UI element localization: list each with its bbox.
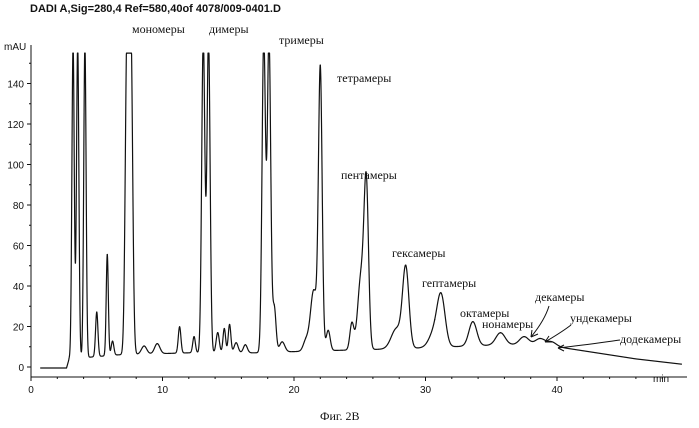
peak-4	[107, 254, 108, 255]
peak-11	[193, 336, 194, 337]
annotation-dimers: димеры	[209, 22, 249, 36]
annotation-dodecamers: додекамеры	[620, 332, 681, 346]
peak-21	[274, 304, 275, 305]
peak-24	[313, 289, 314, 290]
chart-axes	[31, 45, 687, 377]
y-tick-label: 60	[13, 242, 25, 253]
peak-19	[263, 53, 264, 54]
chart-header: DADI A,Sig=280,4 Ref=580,40of 4078/009-0…	[30, 3, 281, 15]
peak-28	[360, 266, 361, 267]
x-tick-label: 30	[420, 385, 432, 396]
peak-30	[396, 327, 397, 328]
peak-37	[539, 338, 540, 339]
peak-17	[236, 342, 237, 343]
peak-25	[320, 65, 321, 66]
peak-15	[224, 328, 225, 329]
peak-1	[77, 53, 78, 54]
peak-18	[245, 344, 246, 345]
peak-12	[203, 53, 204, 54]
x-axis-label: min	[653, 374, 669, 385]
arrow-decamers	[531, 306, 549, 337]
annotation-hexamers: гексамеры	[392, 246, 445, 260]
annotation-decamers: декамеры	[535, 290, 584, 304]
y-tick-label: 40	[13, 282, 25, 293]
y-tick-label: 100	[7, 161, 24, 172]
annotation-nonamers: нонамеры	[482, 317, 533, 331]
peak-22	[282, 341, 283, 342]
peak-3	[96, 311, 97, 312]
peak-26	[328, 330, 329, 331]
peak-32	[434, 319, 435, 320]
peak-35	[500, 332, 501, 333]
peak-annotations: мономеры димеры тримеры тетрамеры пентам…	[132, 22, 681, 346]
peak-20	[268, 53, 269, 54]
peak-6	[126, 53, 127, 54]
peak-8	[143, 345, 144, 346]
x-tick-label: 20	[288, 385, 300, 396]
y-tick-label: 120	[7, 120, 24, 131]
y-tick-label: 140	[7, 80, 24, 91]
peak-31	[405, 265, 406, 266]
peak-13	[208, 53, 209, 54]
y-tick-label: 0	[18, 363, 24, 374]
peak-27	[351, 322, 352, 323]
peak-33	[441, 293, 442, 294]
annotation-undecamers: ундекамеры	[570, 311, 632, 325]
x-axis-ticks: 0 10 20 30 40	[28, 377, 662, 396]
peak-5	[112, 341, 113, 342]
peak-7	[130, 53, 131, 54]
peak-36	[524, 336, 525, 337]
annotation-pentamers: пентамеры	[341, 168, 397, 182]
y-axis-ticks: 0 20 40 60 80 100 120 140	[7, 63, 31, 374]
annotation-tetramers: тетрамеры	[337, 71, 391, 85]
y-axis-label: mAU	[4, 42, 26, 53]
annotation-heptamers: гептамеры	[422, 276, 476, 290]
annotation-trimers: тримеры	[279, 33, 324, 47]
peak-16	[229, 324, 230, 325]
figure-caption: Фиг. 2B	[320, 409, 359, 423]
peak-2	[84, 53, 85, 54]
peak-14	[217, 332, 218, 333]
annotation-monomers: мономеры	[132, 22, 185, 36]
y-tick-label: 80	[13, 201, 25, 212]
arrow-undecamers	[545, 325, 571, 342]
peak-10	[179, 326, 180, 327]
x-tick-label: 0	[28, 385, 34, 396]
x-tick-label: 10	[157, 385, 169, 396]
x-tick-label: 40	[551, 385, 563, 396]
peak-0	[72, 53, 73, 54]
peak-9	[157, 343, 158, 344]
arrow-dodecamers	[558, 340, 620, 348]
y-tick-label: 20	[13, 323, 25, 334]
peak-23	[305, 337, 306, 338]
peak-34	[472, 321, 473, 322]
